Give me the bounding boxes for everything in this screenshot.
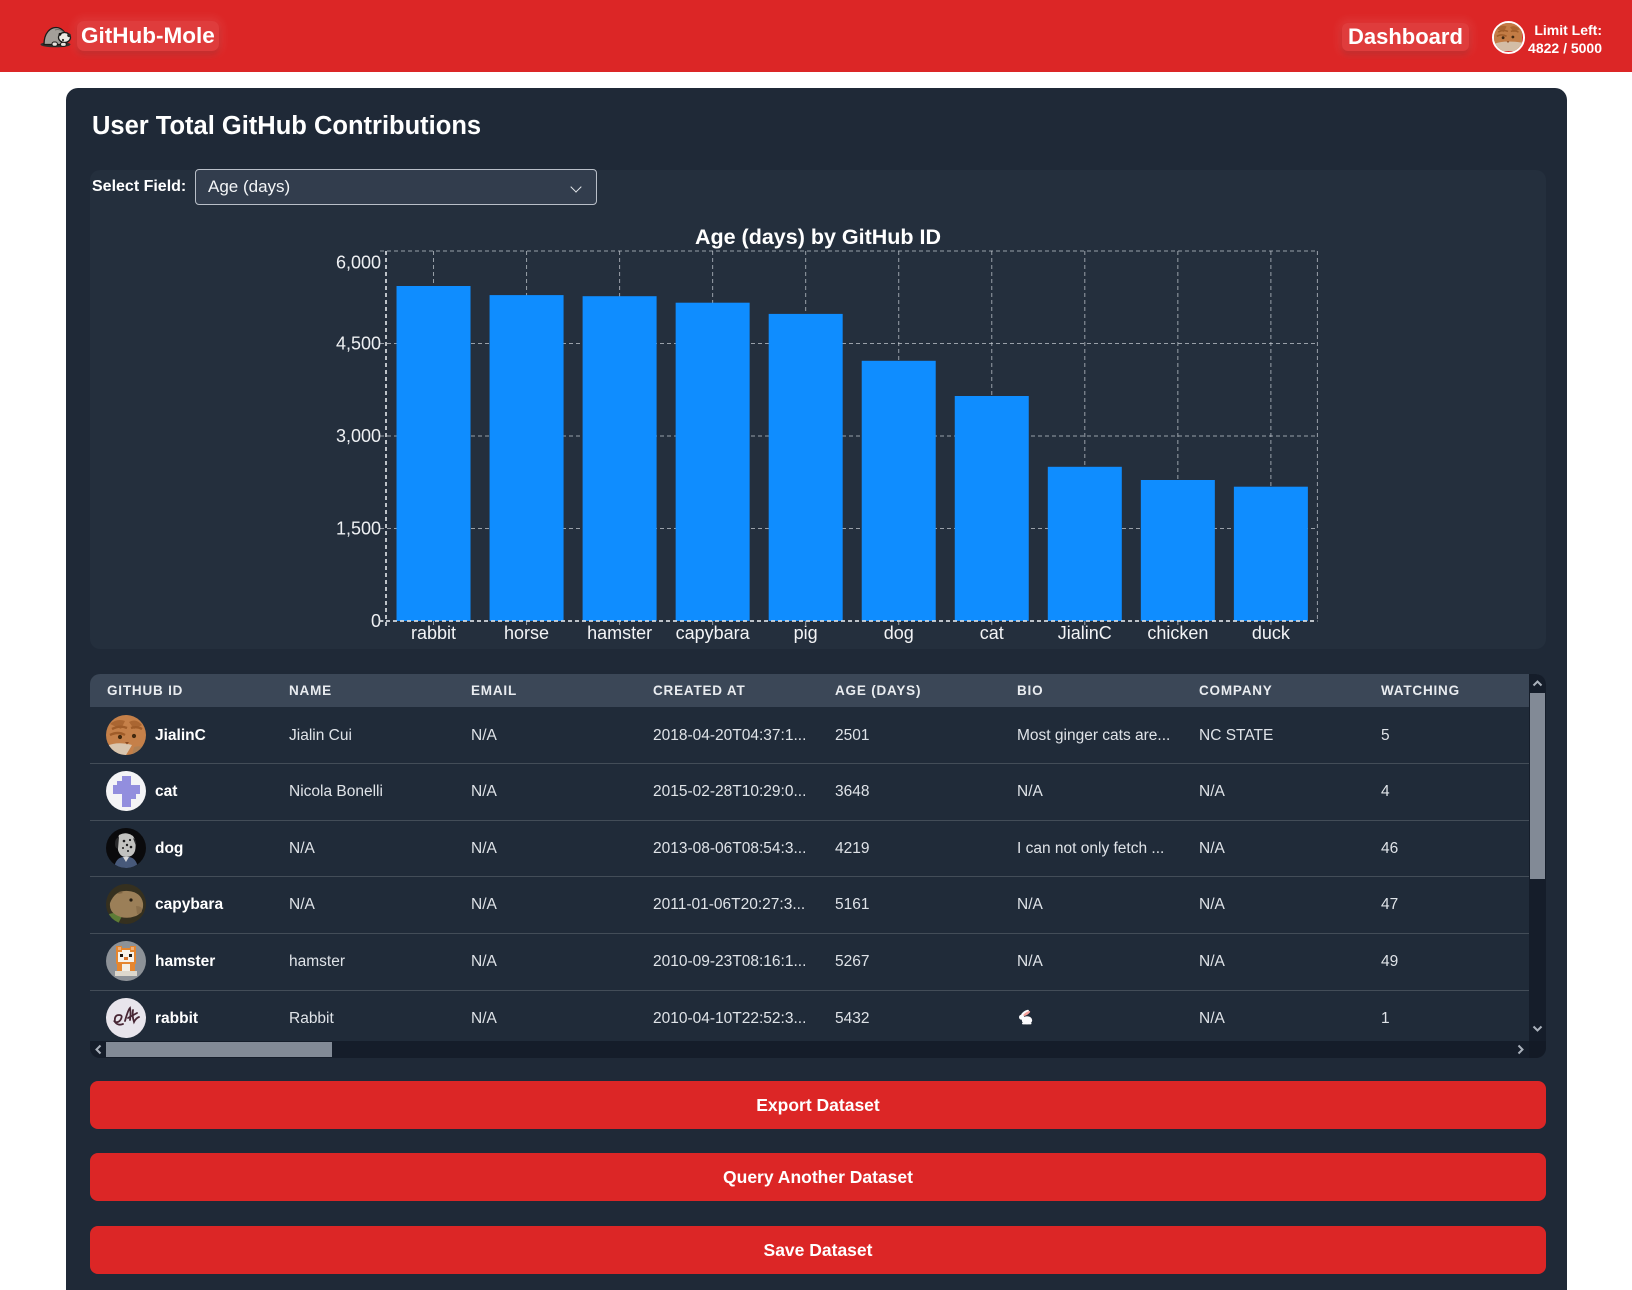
svg-text:1,500: 1,500: [336, 519, 381, 539]
svg-text:JialinC: JialinC: [1058, 623, 1112, 643]
svg-text:pig: pig: [794, 623, 818, 643]
svg-text:hamster: hamster: [587, 623, 652, 643]
svg-text:duck: duck: [1252, 623, 1291, 643]
svg-text:dog: dog: [884, 623, 914, 643]
svg-text:4,500: 4,500: [336, 334, 381, 354]
svg-text:0: 0: [371, 611, 381, 631]
svg-text:Age (days) by GitHub ID: Age (days) by GitHub ID: [695, 225, 941, 249]
svg-text:3,000: 3,000: [336, 426, 381, 446]
svg-text:horse: horse: [504, 623, 549, 643]
svg-text:cat: cat: [980, 623, 1004, 643]
svg-text:6,000: 6,000: [336, 253, 381, 273]
svg-text:capybara: capybara: [676, 623, 751, 643]
svg-text:chicken: chicken: [1147, 623, 1208, 643]
svg-text:rabbit: rabbit: [411, 623, 456, 643]
